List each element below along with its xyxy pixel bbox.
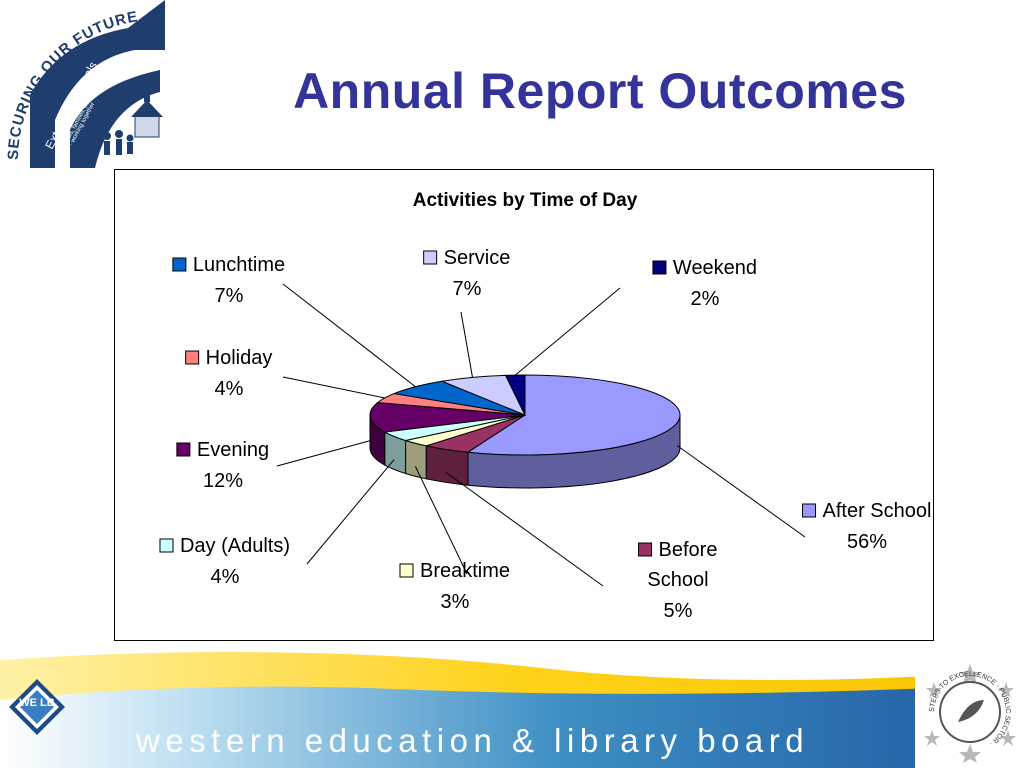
children-icon — [103, 130, 134, 155]
slice-key-swatch — [159, 538, 174, 553]
leader-line — [276, 440, 371, 467]
slice-label-value: 56% — [847, 531, 887, 553]
slice-label-name: Evening — [197, 439, 269, 461]
slice-label-name: Weekend — [673, 257, 757, 279]
pie-slice — [466, 374, 681, 456]
slice-key-swatch — [399, 563, 414, 578]
leader-line — [460, 311, 473, 378]
slice-key-swatch — [652, 260, 667, 275]
footer-brand: western education & library board — [136, 722, 810, 759]
slice-key-swatch — [638, 542, 653, 557]
slice-label: After School 56% — [802, 500, 932, 553]
leader-line — [306, 459, 395, 565]
chart-frame: Activities by Time of Day After School 56… — [114, 169, 934, 641]
leader-line — [445, 472, 604, 587]
leader-line — [282, 283, 416, 388]
slice-key-swatch — [172, 257, 187, 272]
slice-label: Service 7% — [423, 247, 511, 300]
slice-label: Breaktime 3% — [399, 560, 510, 613]
slice-label-value: 7% — [453, 278, 482, 300]
slice-label-name: Service — [444, 247, 511, 269]
slice-key-swatch — [802, 503, 817, 518]
slice-label: Day (Adults) 4% — [159, 535, 290, 588]
slice-label-name: Holiday — [206, 347, 273, 369]
slice-label-value: 7% — [215, 285, 244, 307]
badge-text: WE LB — [19, 697, 54, 709]
chart-title: Activities by Time of Day — [413, 190, 638, 211]
slice-label-name: Breaktime — [420, 560, 510, 582]
slice-label-value: 4% — [215, 378, 244, 400]
leader-line — [414, 466, 468, 575]
pie-slice — [369, 402, 526, 433]
slice-key-swatch — [423, 250, 438, 265]
leader-line — [282, 376, 385, 399]
slice-label: Weekend 2% — [652, 257, 757, 310]
slice-label-value: 3% — [441, 591, 470, 613]
slice-label-name: Lunchtime — [193, 254, 285, 276]
school-house-icon — [131, 92, 163, 138]
slice-label-name: Before — [659, 539, 718, 561]
pie-chart: Activities by Time of Day After School 56… — [159, 190, 932, 622]
slice-label-value: 12% — [203, 470, 243, 492]
slice-label-value: 4% — [211, 566, 240, 588]
leader-line — [676, 445, 806, 538]
slice-key-swatch — [176, 442, 191, 457]
slice-label: Holiday 4% — [185, 347, 273, 400]
slice-label-name: School — [647, 569, 708, 591]
excellence-seal-icon: STEPS TO EXCELLENCE · PUBLIC SECTOR · — [924, 664, 1016, 763]
slice-key-swatch — [185, 350, 200, 365]
slice-label-value: 5% — [664, 600, 693, 622]
slice-label-name: Day (Adults) — [180, 535, 290, 557]
welb-badge-icon: WE LB — [9, 679, 65, 735]
slice-label-name: After School — [823, 500, 932, 522]
slice-label: Before School 5% — [638, 539, 718, 622]
slice-label-value: 2% — [691, 288, 720, 310]
slice-label: Lunchtime 7% — [172, 254, 285, 307]
slice-label: Evening 12% — [176, 439, 269, 492]
page-title: Annual Report Outcomes — [293, 63, 907, 119]
securing-our-future-logo: SECURING OUR FUTURE Extended Schools sch… — [0, 0, 170, 168]
pie-slice-side — [405, 439, 427, 480]
leader-line — [514, 287, 621, 376]
